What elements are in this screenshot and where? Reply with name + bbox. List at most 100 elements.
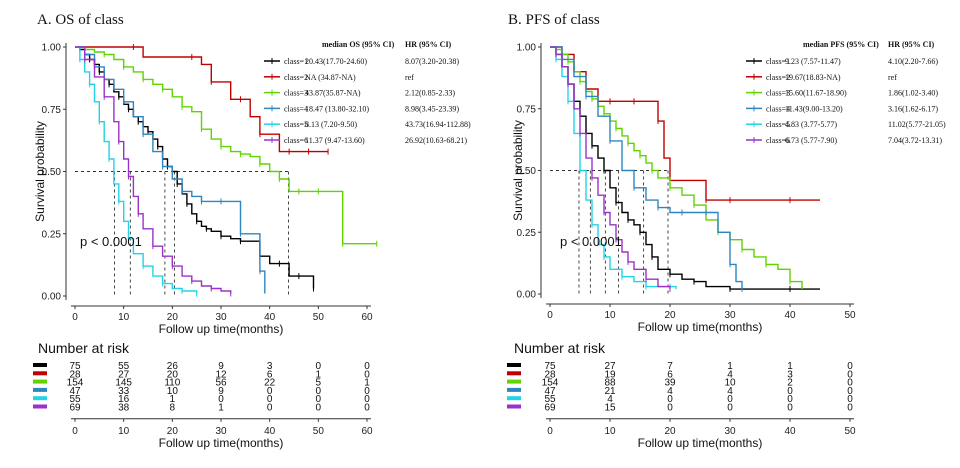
risk-value: 3: [787, 369, 793, 380]
risk-value: 0: [847, 386, 853, 397]
legend-header-hr: HR (95% CI): [888, 40, 935, 49]
risk-value: 47: [544, 386, 556, 397]
legend-class-label: class=3: [284, 89, 308, 98]
legend-hr: 11.02(5.77-21.05): [888, 120, 946, 129]
risk-x-tick-label: 50: [313, 426, 325, 437]
legend-class-label: class=4: [766, 104, 790, 113]
risk-value: 0: [667, 403, 673, 414]
risk-value: 28: [69, 369, 81, 380]
legend-hr: 7.04(3.72-13.31): [888, 136, 942, 145]
risk-value: 0: [364, 369, 370, 380]
risk-x-tick-label: 20: [664, 426, 676, 437]
risk-value: 0: [787, 394, 793, 405]
risk-value: 10: [724, 378, 736, 389]
risk-row-color: [33, 404, 47, 409]
risk-value: 69: [69, 403, 81, 414]
risk-value: 145: [115, 378, 132, 389]
risk-value: 1: [787, 361, 793, 372]
survival-curve-class-5: [550, 46, 677, 290]
legend-median: NA (34.87-NA): [305, 73, 356, 82]
risk-value: 1: [364, 378, 370, 389]
risk-x-tick-label: 30: [724, 426, 736, 437]
risk-value: 0: [847, 369, 853, 380]
x-tick-label: 40: [784, 310, 796, 321]
p-value: p < 0.0001: [80, 234, 142, 249]
legend-class-label: class=2: [284, 73, 308, 82]
risk-value: 0: [364, 361, 370, 372]
risk-value: 1: [170, 394, 176, 405]
pfs-panel: B. PFS of class 0.00 0.25 0.50 0.75 1.00 0 10 20…: [508, 12, 946, 334]
legend-class-label: class=2: [766, 73, 790, 82]
risk-value: 1: [218, 403, 224, 414]
risk-value: 0: [267, 403, 273, 414]
risk-value: 10: [167, 386, 179, 397]
y-tick-label: 0.50: [517, 166, 537, 177]
risk-x-axis-label: Follow up time(months): [638, 436, 763, 450]
survival-curve-class-1: [550, 46, 820, 290]
legend-median: 18.47 (13.80-32.10): [305, 104, 369, 113]
risk-value: 9: [218, 361, 224, 372]
y-tick-label: 0.25: [42, 229, 62, 240]
legend-median: 19.67(18.83-NA): [785, 73, 841, 82]
risk-x-tick-label: 10: [118, 426, 130, 437]
y-tick-label: 0.00: [517, 290, 537, 301]
risk-x-tick-label: 60: [361, 426, 373, 437]
x-tick-label: 60: [361, 312, 373, 323]
risk-value: 0: [847, 394, 853, 405]
x-axis-label: Follow up time(months): [638, 320, 763, 334]
x-tick-label: 30: [724, 310, 736, 321]
risk-value: 33: [118, 386, 130, 397]
risk-value: 0: [847, 378, 853, 389]
risk-value: 110: [164, 378, 180, 389]
risk-row-color: [507, 396, 521, 401]
risk-value: 27: [604, 361, 616, 372]
legend-class-label: class=5: [284, 120, 308, 129]
legend-median: 9.23 (7.57-11.47): [785, 57, 841, 66]
risk-value: 0: [847, 403, 853, 414]
risk-value: 20: [167, 369, 179, 380]
y-tick-label: 0.00: [42, 292, 62, 303]
y-tick-label: 0.75: [42, 105, 62, 116]
risk-value: 0: [364, 394, 370, 405]
risk-value: 47: [69, 386, 81, 397]
risk-value: 6: [667, 369, 673, 380]
risk-value: 69: [544, 403, 556, 414]
legend-header-median: median PFS (95% CI): [803, 40, 879, 49]
risk-row-color: [33, 363, 47, 367]
risk-row-color: [33, 387, 47, 392]
risk-value: 0: [218, 394, 224, 405]
x-tick-label: 20: [167, 312, 179, 323]
survival-curve-class-4: [550, 46, 743, 290]
risk-value: 0: [316, 394, 322, 405]
risk-value: 12: [215, 369, 227, 380]
panel-title: A. OS of class: [37, 12, 124, 28]
risk-value: 4: [607, 394, 613, 405]
legend-class-label: class=5: [766, 120, 790, 129]
risk-value: 8: [170, 403, 176, 414]
risk-x-tick-label: 0: [547, 426, 553, 437]
risk-value: 5: [316, 378, 322, 389]
risk-row-color: [507, 371, 521, 376]
risk-x-tick-label: 40: [264, 426, 276, 437]
legend-hr: 43.73(16.94-112.88): [405, 120, 471, 129]
risk-x-tick-label: 10: [604, 426, 616, 437]
x-tick-label: 20: [664, 310, 676, 321]
risk-value: 2: [787, 378, 793, 389]
risk-value: 38: [118, 403, 130, 414]
risk-value: 154: [67, 378, 84, 389]
y-axis-label: Survival probability: [511, 120, 525, 221]
risk-value: 1: [316, 369, 322, 380]
risk-value: 4: [727, 386, 733, 397]
risk-x-tick-label: 50: [844, 426, 856, 437]
risk-row-color: [507, 379, 521, 384]
risk-value: 39: [664, 378, 676, 389]
survival-curve-class-6: [75, 46, 232, 294]
risk-value: 75: [69, 361, 81, 372]
y-tick-label: 0.50: [42, 167, 62, 178]
legend-median: 15.60(11.67-18.90): [785, 89, 847, 98]
legend-median: 6.73 (5.77-7.90): [785, 136, 837, 145]
legend-hr: ref: [888, 73, 897, 82]
x-tick-label: 10: [118, 312, 130, 323]
